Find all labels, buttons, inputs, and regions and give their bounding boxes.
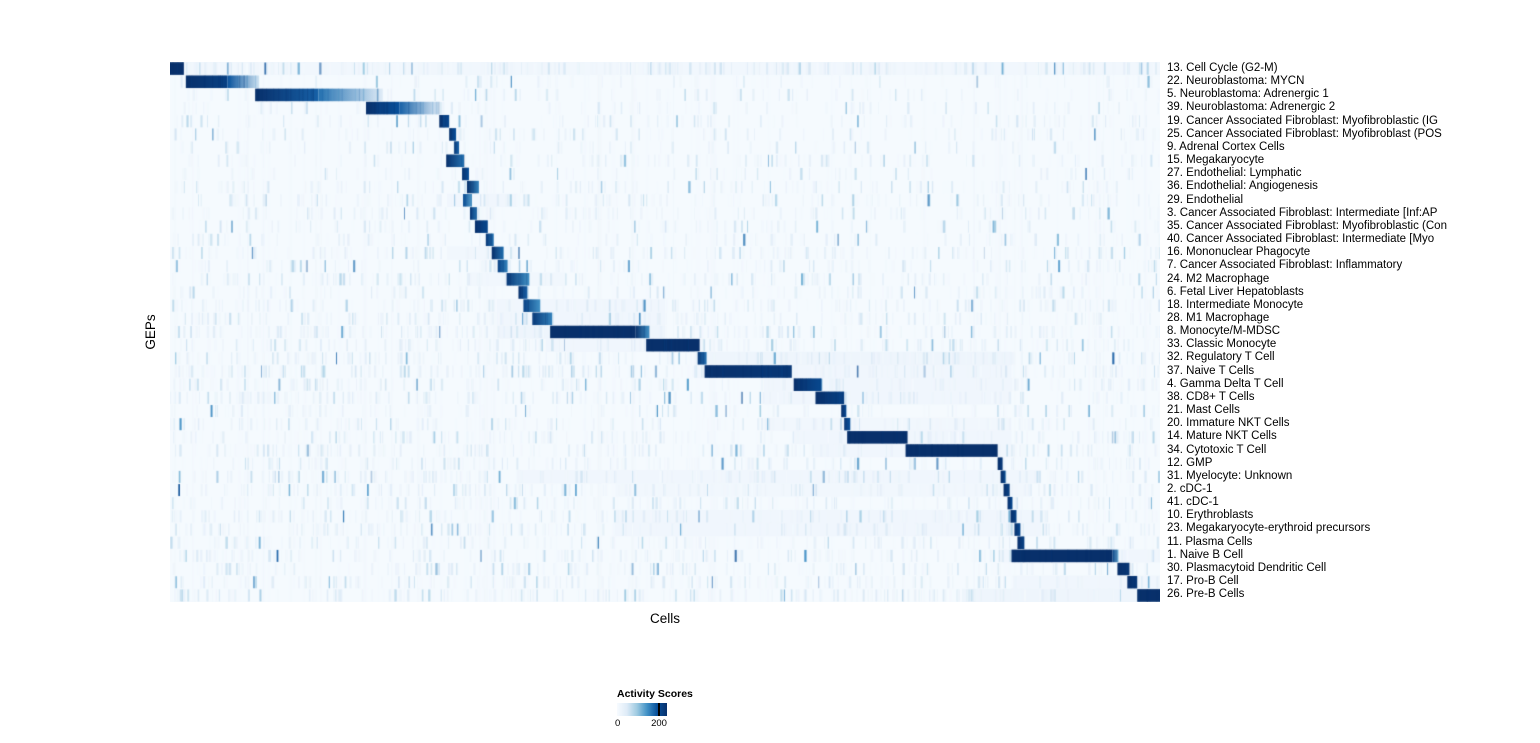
row-label: 13. Cell Cycle (G2-M) (1167, 62, 1278, 74)
row-label: 15. Megakaryocyte (1167, 154, 1265, 167)
legend-gradient-wrap (617, 703, 667, 716)
row-label: 20. Immature NKT Cells (1167, 417, 1290, 430)
legend-gradient-bar (617, 703, 667, 716)
row-label: 25. Cancer Associated Fibroblast: Myofib… (1167, 127, 1442, 140)
row-label: 29. Endothelial (1167, 193, 1244, 206)
row-label: 41. cDC-1 (1167, 496, 1219, 509)
row-label: 38. CD8+ T Cells (1167, 390, 1255, 403)
row-label: 26. Pre-B Cells (1167, 588, 1245, 601)
legend-tick-line (658, 703, 660, 716)
row-label: 14. Mature NKT Cells (1167, 430, 1277, 443)
row-label: 4. Gamma Delta T Cell (1167, 377, 1284, 390)
row-label: 10. Erythroblasts (1167, 509, 1254, 522)
row-label: 18. Intermediate Monocyte (1167, 298, 1304, 311)
row-label: 28. M1 Macrophage (1167, 311, 1270, 324)
row-label: 27. Endothelial: Lymphatic (1167, 167, 1302, 180)
row-label: 34. Cytotoxic T Cell (1167, 443, 1267, 456)
colorbar-legend: Activity Scores 0 200 (615, 688, 693, 730)
row-label: 23. Megakaryocyte-erythroid precursors (1167, 522, 1371, 535)
legend-tick-min: 0 (615, 718, 621, 729)
row-label: 8. Monocyte/M-MDSC (1167, 325, 1281, 338)
row-label: 37. Naive T Cells (1167, 364, 1255, 377)
legend-ticks: 0 200 (615, 718, 693, 730)
row-label: 7. Cancer Associated Fibroblast: Inflamm… (1167, 259, 1403, 272)
legend-title: Activity Scores (617, 688, 693, 700)
row-label: 6. Fetal Liver Hepatoblasts (1167, 285, 1304, 298)
row-label: 11. Plasma Cells (1167, 535, 1253, 548)
row-label: 3. Cancer Associated Fibroblast: Interme… (1167, 206, 1438, 219)
row-label: 2. cDC-1 (1167, 483, 1213, 495)
row-label: 24. M2 Macrophage (1167, 272, 1270, 285)
row-label: 17. Pro-B Cell (1167, 575, 1239, 588)
row-label: 39. Neuroblastoma: Adrenergic 2 (1167, 101, 1336, 114)
x-axis-label: Cells (649, 611, 680, 626)
y-axis-label: GEPs (143, 314, 158, 350)
row-label: 5. Neuroblastoma: Adrenergic 1 (1167, 88, 1329, 101)
row-label: 12. GMP (1167, 456, 1213, 469)
row-label: 30. Plasmacytoid Dendritic Cell (1167, 561, 1327, 574)
row-label: 33. Classic Monocyte (1167, 338, 1277, 351)
row-label: 21. Mast Cells (1167, 404, 1240, 417)
row-label: 32. Regulatory T Cell (1167, 351, 1275, 364)
row-label: 16. Mononuclear Phagocyte (1167, 246, 1311, 259)
row-label: 36. Endothelial: Angiogenesis (1167, 180, 1318, 193)
row-label: 40. Cancer Associated Fibroblast: Interm… (1167, 233, 1435, 246)
heatmap-canvas (170, 62, 1160, 602)
row-label: 1. Naive B Cell (1167, 548, 1244, 561)
row-label: 22. Neuroblastoma: MYCN (1167, 75, 1305, 88)
row-label: 31. Myelocyte: Unknown (1167, 469, 1293, 482)
legend-tick-max: 200 (651, 718, 667, 729)
row-label: 19. Cancer Associated Fibroblast: Myofib… (1167, 114, 1439, 127)
row-label: 35. Cancer Associated Fibroblast: Myofib… (1167, 219, 1447, 232)
gep-row-labels: 13. Cell Cycle (G2-M) 22. Neuroblastoma: … (1167, 62, 1540, 601)
row-label: 9. Adrenal Cortex Cells (1167, 140, 1285, 153)
